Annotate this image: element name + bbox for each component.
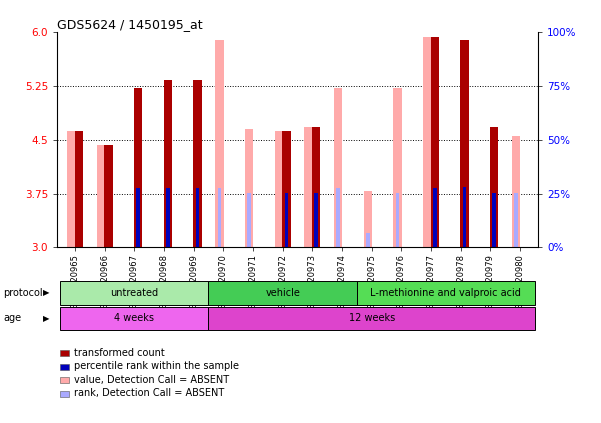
Text: L-methionine and valproic acid: L-methionine and valproic acid [370, 288, 521, 298]
Text: ▶: ▶ [43, 288, 50, 297]
Bar [395, 193, 399, 247]
Bar [285, 193, 288, 247]
Bar [364, 191, 372, 247]
Text: percentile rank within the sample: percentile rank within the sample [74, 361, 239, 371]
Bar [433, 188, 437, 247]
Text: vehicle: vehicle [265, 288, 300, 298]
Bar [394, 88, 401, 247]
Bar [134, 88, 142, 247]
Bar [248, 193, 251, 247]
Bar [423, 38, 432, 247]
Text: age: age [3, 313, 21, 323]
Bar [136, 189, 140, 247]
Text: GDS5624 / 1450195_at: GDS5624 / 1450195_at [57, 18, 203, 30]
Bar [67, 131, 75, 247]
Bar [166, 189, 169, 247]
Bar [282, 131, 291, 247]
Bar [215, 40, 224, 247]
Text: rank, Detection Call = ABSENT: rank, Detection Call = ABSENT [74, 388, 224, 398]
Bar [209, 307, 535, 330]
Bar [490, 126, 498, 247]
Bar [218, 188, 221, 247]
Bar [334, 88, 343, 247]
Bar [492, 193, 496, 247]
Bar [366, 233, 370, 247]
Bar [304, 127, 313, 247]
Text: value, Detection Call = ABSENT: value, Detection Call = ABSENT [74, 375, 229, 385]
Bar [275, 131, 283, 247]
Text: ▶: ▶ [43, 314, 50, 323]
Bar [163, 80, 172, 247]
Bar [512, 136, 520, 247]
Text: 12 weeks: 12 weeks [349, 313, 395, 323]
Bar [209, 281, 357, 305]
Text: 4 weeks: 4 weeks [114, 313, 154, 323]
Bar [196, 189, 200, 247]
Bar [75, 131, 83, 247]
Bar [60, 281, 209, 305]
Bar [460, 40, 469, 247]
Bar [337, 189, 340, 247]
Bar [357, 281, 535, 305]
Bar [194, 80, 201, 247]
Bar [312, 127, 320, 247]
Text: transformed count: transformed count [74, 348, 165, 358]
Bar [463, 187, 466, 247]
Bar [245, 129, 253, 247]
Bar [105, 146, 112, 247]
Text: protocol: protocol [3, 288, 43, 298]
Bar [431, 38, 439, 247]
Bar [514, 193, 518, 247]
Bar [60, 307, 209, 330]
Text: untreated: untreated [110, 288, 158, 298]
Bar [314, 193, 318, 247]
Bar [97, 146, 105, 247]
